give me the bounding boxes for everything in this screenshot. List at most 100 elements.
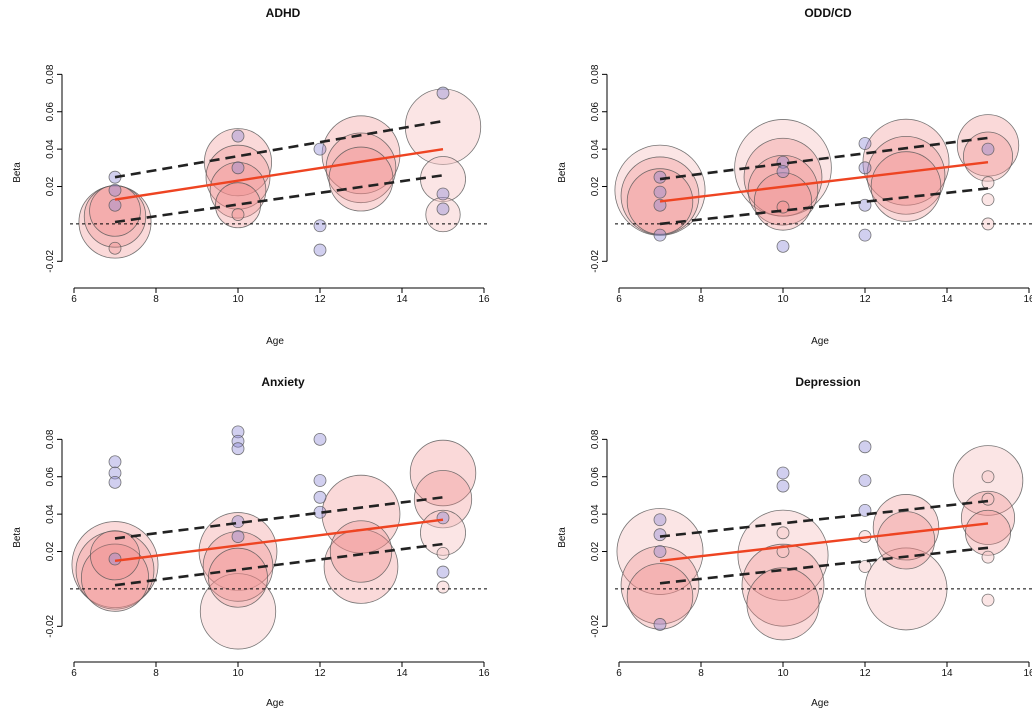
panel-odd-cd: ODD/CD 6 8 10 12 14 16 Age -0.02 0.02 0.04 0.06 0.08… — [557, 6, 1032, 347]
trend-line — [114, 518, 444, 563]
panel-anxiety: Anxiety 6 8 10 12 14 16 Age -0.02 0.02 0.04 0.06 0.0… — [12, 375, 490, 709]
study-bubble — [436, 86, 450, 100]
study-bubble — [960, 490, 1016, 545]
study-bubble — [963, 131, 1014, 182]
x-tick-label: 14 — [396, 668, 408, 679]
study-bubble — [981, 142, 995, 156]
study-bubble — [866, 135, 946, 215]
y-tick-label: -0.02 — [45, 249, 56, 272]
study-bubble — [776, 479, 790, 493]
study-bubble — [776, 545, 790, 558]
study-bubble — [653, 618, 667, 631]
y-tick-label: 0.06 — [45, 102, 56, 122]
study-bubble — [231, 129, 245, 143]
panel-title: ODD/CD — [804, 6, 852, 20]
study-bubble — [108, 241, 122, 255]
study-bubble — [80, 543, 150, 612]
y-axis-label: Beta — [12, 162, 23, 183]
study-bubble — [876, 511, 936, 570]
x-axis: 6 8 10 12 14 16 — [616, 661, 1032, 679]
x-tick-label: 8 — [698, 668, 704, 679]
y-tick-label: -0.02 — [590, 614, 601, 637]
y-tick-label: 0.04 — [45, 504, 56, 524]
study-bubble — [737, 509, 829, 601]
x-tick-label: 10 — [777, 668, 789, 679]
study-bubble — [981, 593, 995, 607]
x-tick-label: 6 — [71, 668, 77, 679]
study-bubble — [858, 161, 872, 175]
study-bubble — [858, 137, 872, 150]
panel-title: Depression — [795, 375, 860, 389]
study-bubble — [870, 151, 942, 222]
study-bubble — [981, 176, 995, 190]
study-bubble — [981, 550, 995, 564]
study-bubble — [653, 228, 667, 242]
study-bubble — [776, 466, 790, 480]
x-axis-label: Age — [266, 336, 284, 347]
y-tick-label: 0.08 — [45, 429, 56, 449]
x-tick-label: 6 — [616, 294, 622, 305]
study-bubble — [858, 440, 872, 454]
ci-lower-line — [659, 546, 989, 585]
y-tick-label: 0.04 — [590, 504, 601, 524]
y-tick-label: 0.02 — [590, 176, 601, 196]
study-bubble — [436, 202, 450, 216]
study-bubble — [231, 425, 245, 439]
y-axis-label: Beta — [557, 527, 568, 548]
y-axis-label: Beta — [557, 162, 568, 183]
x-tick-label: 16 — [1023, 294, 1032, 305]
study-bubble — [858, 474, 872, 487]
y-tick-label: 0.06 — [590, 467, 601, 487]
x-tick-label: 12 — [314, 668, 326, 679]
panel-title: ADHD — [266, 6, 301, 20]
study-bubble — [231, 530, 245, 543]
y-tick-label: -0.02 — [45, 614, 56, 637]
y-axis: -0.02 0.02 0.04 0.06 0.08 — [590, 429, 608, 638]
study-bubble — [108, 198, 122, 212]
x-axis: 6 8 10 12 14 16 — [71, 287, 490, 305]
study-bubble — [313, 432, 327, 446]
x-tick-label: 10 — [232, 294, 244, 305]
study-bubble — [653, 513, 667, 527]
y-axis: -0.02 0.02 0.04 0.06 0.08 — [590, 64, 608, 273]
y-tick-label: 0.04 — [590, 139, 601, 159]
trend-line — [114, 147, 444, 201]
study-bubble — [90, 530, 141, 581]
x-tick-label: 8 — [698, 294, 704, 305]
study-bubble — [108, 455, 122, 469]
y-tick-label: 0.08 — [590, 429, 601, 449]
panel-adhd: ADHD 6 8 10 12 14 16 Age -0.02 0.02 0.04 0.06 0.08 Be… — [12, 6, 490, 347]
study-bubble — [858, 228, 872, 242]
x-tick-label: 14 — [396, 294, 408, 305]
x-tick-label: 12 — [314, 294, 326, 305]
study-bubble — [231, 161, 245, 175]
x-tick-label: 14 — [941, 668, 953, 679]
study-bubble — [776, 165, 790, 178]
study-bubble — [313, 219, 327, 233]
study-bubble — [231, 442, 245, 456]
y-axis: -0.02 0.02 0.04 0.06 0.08 — [45, 429, 63, 638]
y-axis: -0.02 0.02 0.04 0.06 0.08 — [45, 64, 63, 273]
x-tick-label: 8 — [153, 294, 159, 305]
study-bubble — [436, 511, 450, 525]
study-bubble — [313, 474, 327, 487]
bubbles — [71, 425, 477, 650]
x-tick-label: 8 — [153, 668, 159, 679]
study-bubble — [653, 528, 667, 542]
study-bubble — [653, 185, 667, 199]
study-bubble — [409, 439, 477, 507]
x-tick-label: 16 — [478, 294, 490, 305]
x-axis-label: Age — [811, 698, 829, 709]
bubbles — [616, 440, 1024, 641]
x-axis: 6 8 10 12 14 16 — [71, 661, 490, 679]
ci-lower-line — [659, 187, 989, 226]
study-bubble — [75, 530, 155, 610]
ci-lower-line — [114, 174, 444, 224]
ci-lower-line — [114, 542, 444, 587]
study-bubble — [436, 580, 450, 594]
study-bubble — [858, 560, 872, 573]
x-tick-label: 10 — [777, 294, 789, 305]
study-bubble — [108, 183, 122, 197]
panel-title: Anxiety — [261, 375, 305, 389]
